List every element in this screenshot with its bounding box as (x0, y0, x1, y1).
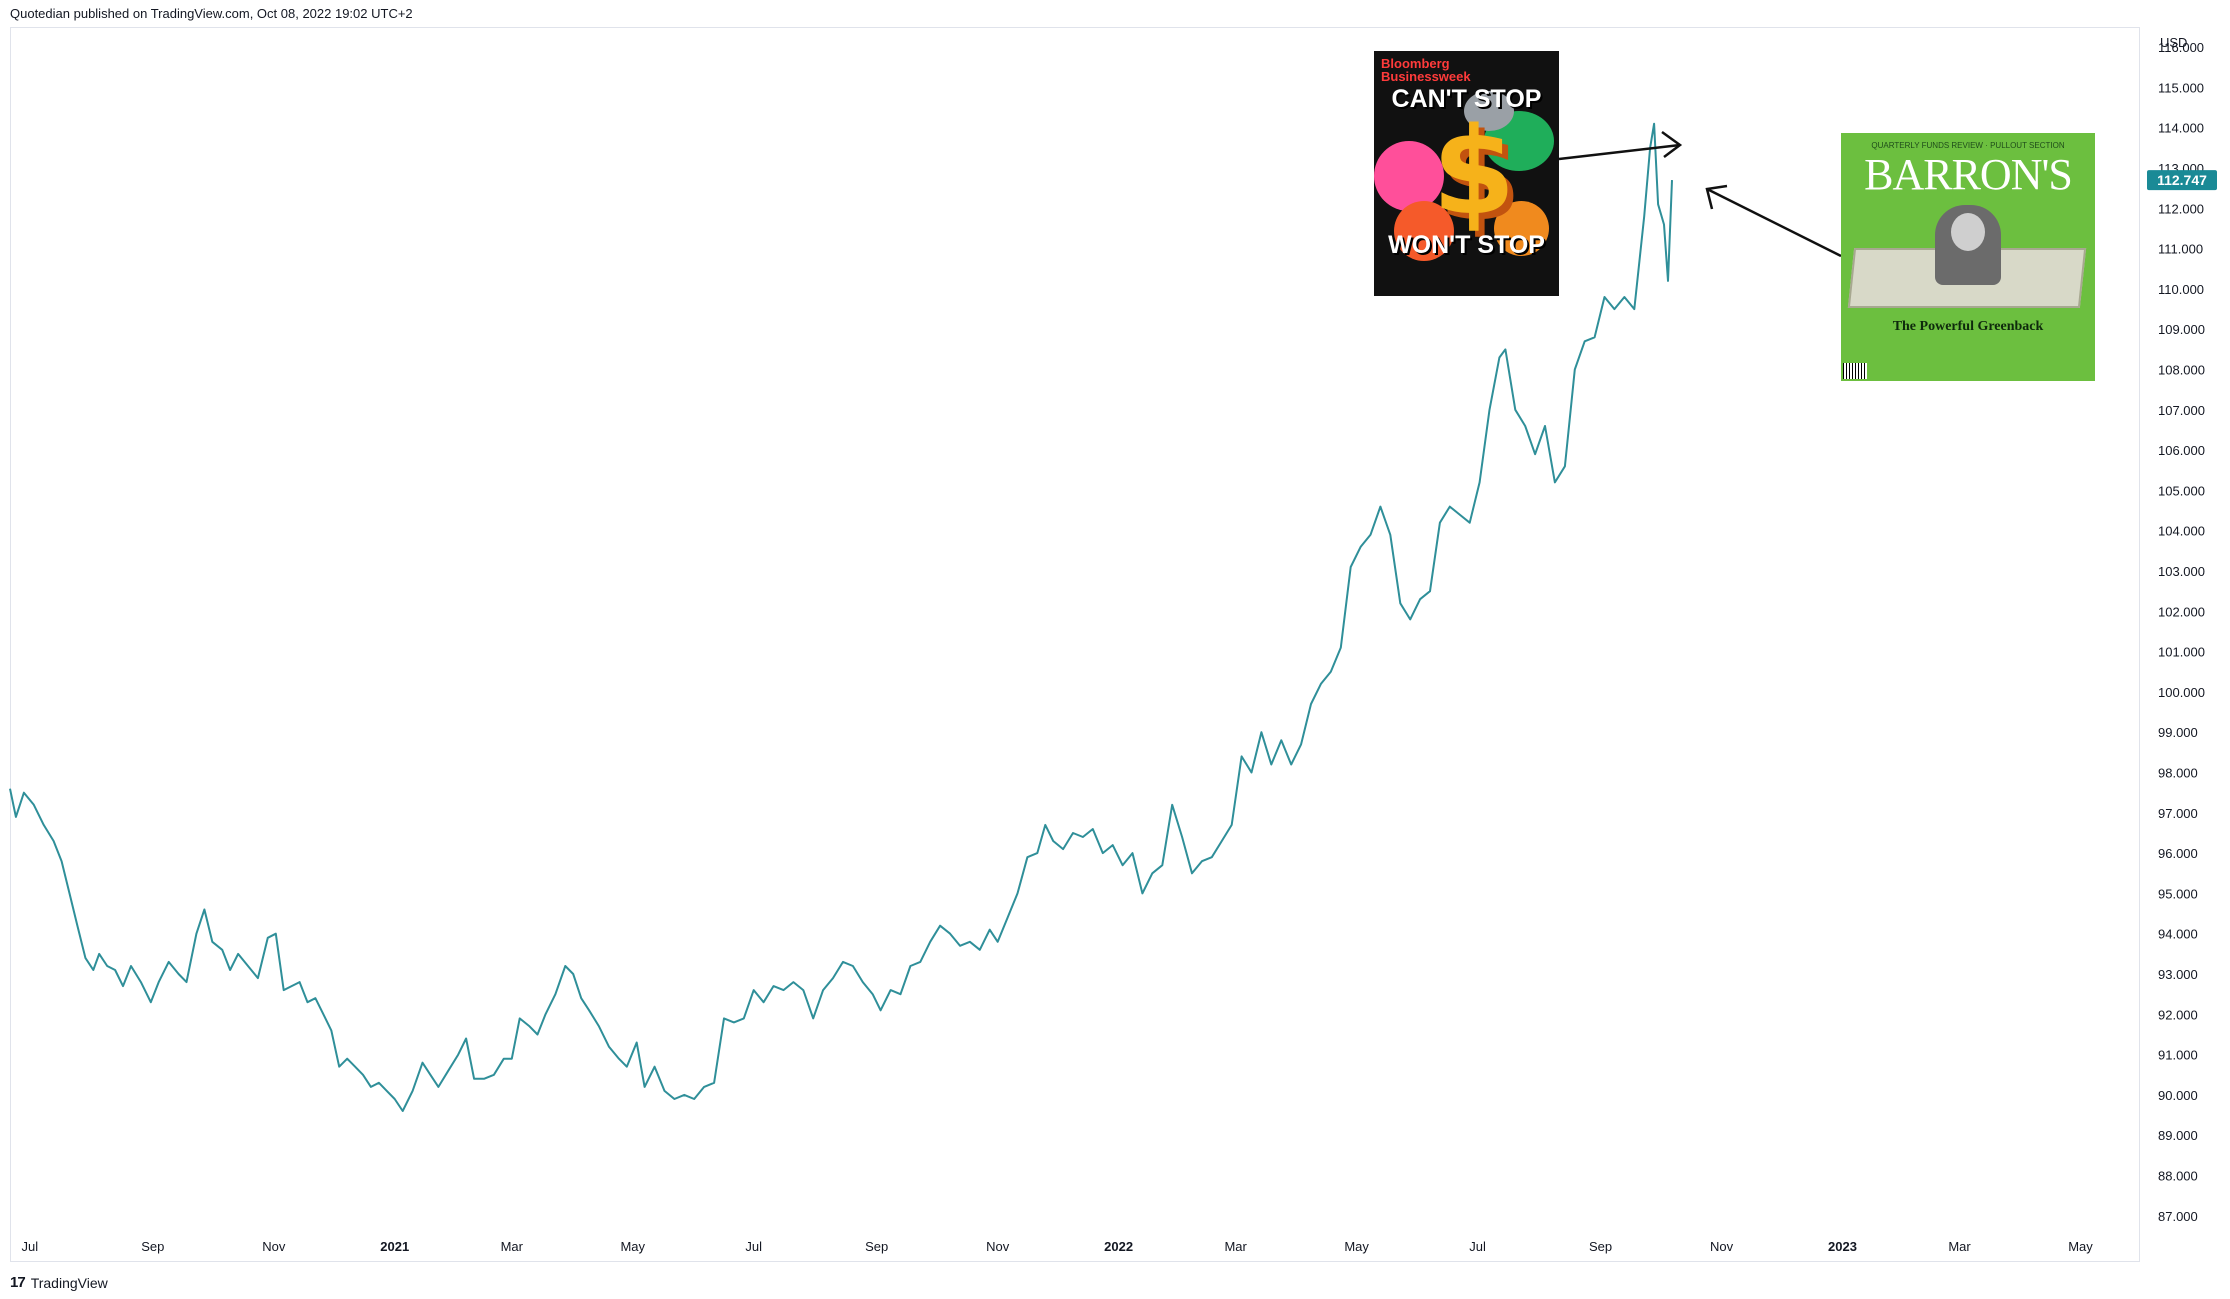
x-tick-label: 2022 (1104, 1239, 1133, 1254)
y-tick-label: 95.000 (2158, 886, 2198, 901)
x-tick-label: 2021 (380, 1239, 409, 1254)
y-tick-label: 90.000 (2158, 1088, 2198, 1103)
y-tick-label: 108.000 (2158, 363, 2205, 378)
y-tick-label: 115.000 (2158, 80, 2204, 95)
washington-head-art (1951, 213, 1985, 251)
y-tick-label: 93.000 (2158, 967, 2198, 982)
barrons-arrow-head (1705, 184, 1728, 210)
barrons-title: The Powerful Greenback (1892, 319, 2044, 334)
last-price-tag: 112.747 (2147, 170, 2217, 191)
y-tick-label: 114.000 (2158, 121, 2204, 136)
x-tick-label: 2023 (1828, 1239, 1857, 1254)
y-tick-label: 87.000 (2158, 1209, 2198, 1224)
y-tick-label: 111.000 (2158, 242, 2203, 257)
bloomberg-arrow-head (1661, 130, 1683, 158)
dollar-sign-art: $ (1432, 103, 1516, 242)
y-tick-label: 88.000 (2158, 1169, 2198, 1184)
bloomberg-brand: Bloomberg Businessweek (1381, 56, 1471, 84)
y-tick-label: 106.000 (2158, 443, 2205, 458)
y-tick-label: 100.000 (2158, 685, 2205, 700)
annotation-arrows (1558, 130, 1842, 258)
last-price-bg (2147, 170, 2217, 191)
x-tick-label: Mar (501, 1239, 524, 1254)
bloomberg-businessweek-cover: Bloomberg Businessweek $ CAN'T STOP WON'… (1374, 51, 1559, 296)
cover-art-blob (1494, 201, 1549, 256)
price-series-line (9, 122, 1673, 1112)
barcode-icon (1843, 363, 1867, 379)
y-axis: 87.000 88.000 89.000 90.000 91.000 92.000 93.0… (2158, 40, 2205, 1224)
x-tick-label: Jul (745, 1239, 762, 1254)
y-tick-label: 110.000 (2158, 282, 2204, 297)
footer: 17 TradingView (10, 1274, 108, 1291)
x-tick-label: Jul (1469, 1239, 1486, 1254)
y-tick-label: 96.000 (2158, 846, 2198, 861)
y-tick-label: 116.000 (2158, 40, 2204, 55)
y-tick-label: 104.000 (2158, 524, 2205, 539)
headline-top: CAN'T STOP (1391, 85, 1542, 113)
x-tick-label: May (620, 1239, 645, 1254)
y-tick-label: 101.000 (2158, 645, 2205, 660)
headline-bottom: WON'T STOP (1388, 231, 1545, 259)
x-tick-label: Mar (1948, 1239, 1971, 1254)
y-tick-label: 105.000 (2158, 483, 2205, 498)
x-tick-label: May (2068, 1239, 2093, 1254)
tradingview-logo-icon: 17 (10, 1274, 26, 1291)
x-tick-label: Sep (1589, 1239, 1612, 1254)
x-tick-label: Sep (141, 1239, 164, 1254)
x-tick-label: Jul (22, 1239, 39, 1254)
y-tick-label: 98.000 (2158, 766, 2198, 781)
y-tick-label: 97.000 (2158, 806, 2198, 821)
cover-art-blob (1464, 91, 1514, 131)
x-tick-label: Nov (986, 1239, 1010, 1254)
y-tick-label: 107.000 (2158, 403, 2205, 418)
publication-header: Quotedian published on TradingView.com, … (10, 6, 413, 21)
y-tick-label: 94.000 (2158, 927, 2198, 942)
chart-frame (10, 27, 2140, 1262)
last-price-label: 112.747 (2157, 172, 2207, 188)
y-tick-label: 99.000 (2158, 725, 2198, 740)
y-tick-label: 92.000 (2158, 1007, 2198, 1022)
barrons-cover: QUARTERLY FUNDS REVIEW · PULLOUT SECTION… (1841, 133, 2095, 381)
y-tick-label: 109.000 (2158, 322, 2205, 337)
x-tick-label: Sep (865, 1239, 888, 1254)
y-tick-label: 89.000 (2158, 1128, 2198, 1143)
x-tick-label: Nov (262, 1239, 286, 1254)
y-tick-label: 91.000 (2158, 1048, 2198, 1063)
cover-art-blob (1374, 141, 1444, 211)
barrons-kicker: QUARTERLY FUNDS REVIEW · PULLOUT SECTION (1871, 141, 2065, 150)
y-tick-label: 112.000 (2158, 201, 2204, 216)
cover-art-blob (1394, 201, 1454, 261)
y-axis-unit: USD (2160, 35, 2187, 50)
x-tick-label: Nov (1710, 1239, 1734, 1254)
series-layer (9, 122, 1673, 1112)
barrons-arrow (1706, 187, 1842, 258)
x-tick-label: May (1344, 1239, 1369, 1254)
y-tick-label: 103.000 (2158, 564, 2205, 579)
x-tick-label: Mar (1224, 1239, 1247, 1254)
bloomberg-arrow (1558, 143, 1681, 161)
y-tick-label: 102.000 (2158, 604, 2205, 619)
barrons-masthead: BARRON'S (1864, 150, 2073, 199)
x-axis: Jul Sep Nov 2021 Mar May Jul Sep Nov 2022 Mar May Ju… (22, 1239, 2094, 1254)
tradingview-brand: TradingView (30, 1274, 108, 1291)
